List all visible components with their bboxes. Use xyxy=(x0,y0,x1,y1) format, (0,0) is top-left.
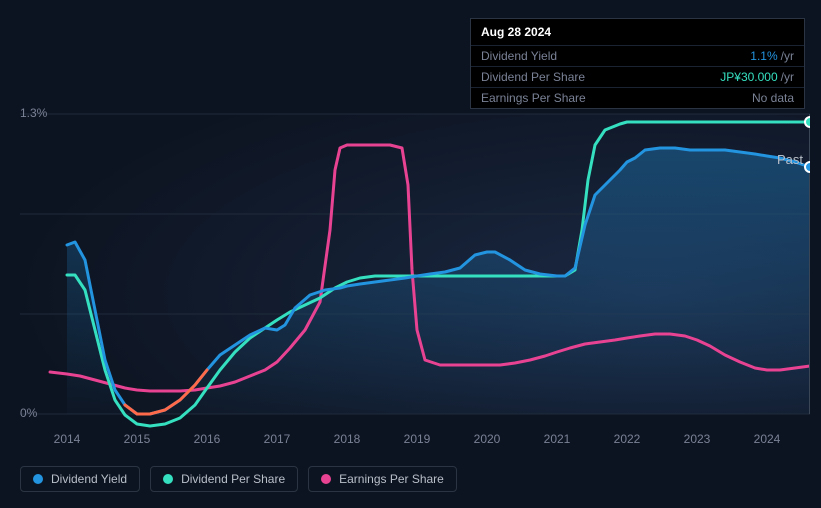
xaxis-label: 2019 xyxy=(404,432,431,446)
xaxis-label: 2023 xyxy=(684,432,711,446)
tooltip-label: Dividend Yield xyxy=(481,49,750,63)
legend-earnings-per-share[interactable]: Earnings Per Share xyxy=(308,466,457,492)
xaxis-label: 2022 xyxy=(614,432,641,446)
xaxis-label: 2016 xyxy=(194,432,221,446)
tooltip-value: JP¥30.000 xyxy=(720,70,777,84)
tooltip-date: Aug 28 2024 xyxy=(471,19,804,45)
tooltip-unit: /yr xyxy=(781,70,794,84)
legend-dot-icon xyxy=(33,474,43,484)
xaxis-label: 2015 xyxy=(124,432,151,446)
legend-label: Dividend Yield xyxy=(51,472,127,486)
tooltip-label: Earnings Per Share xyxy=(481,91,752,105)
past-label: Past xyxy=(777,152,803,167)
xaxis-label: 2014 xyxy=(54,432,81,446)
legend-label: Earnings Per Share xyxy=(339,472,444,486)
yaxis-min-label: 0% xyxy=(20,406,37,420)
xaxis-label: 2017 xyxy=(264,432,291,446)
tooltip-label: Dividend Per Share xyxy=(481,70,720,84)
legend-dot-icon xyxy=(163,474,173,484)
xaxis-label: 2018 xyxy=(334,432,361,446)
tooltip-value: 1.1% xyxy=(750,49,777,63)
xaxis-label: 2024 xyxy=(754,432,781,446)
yaxis-max-label: 1.3% xyxy=(20,106,47,120)
legend-dot-icon xyxy=(321,474,331,484)
tooltip-row: Earnings Per ShareNo data xyxy=(471,87,804,108)
chart-tooltip: Aug 28 2024 Dividend Yield1.1% /yrDivide… xyxy=(470,18,805,109)
tooltip-row: Dividend Yield1.1% /yr xyxy=(471,45,804,66)
tooltip-unit: /yr xyxy=(781,49,794,63)
tooltip-row: Dividend Per ShareJP¥30.000 /yr xyxy=(471,66,804,87)
xaxis-label: 2020 xyxy=(474,432,501,446)
legend-dividend-per-share[interactable]: Dividend Per Share xyxy=(150,466,298,492)
legend-dividend-yield[interactable]: Dividend Yield xyxy=(20,466,140,492)
xaxis-labels: 2014 2015 2016 2017 2018 2019 2020 2021 2022 2023… xyxy=(20,432,810,452)
tooltip-value: No data xyxy=(752,91,794,105)
legend-label: Dividend Per Share xyxy=(181,472,285,486)
xaxis-label: 2021 xyxy=(544,432,571,446)
legend: Dividend Yield Dividend Per Share Earnin… xyxy=(20,466,457,492)
